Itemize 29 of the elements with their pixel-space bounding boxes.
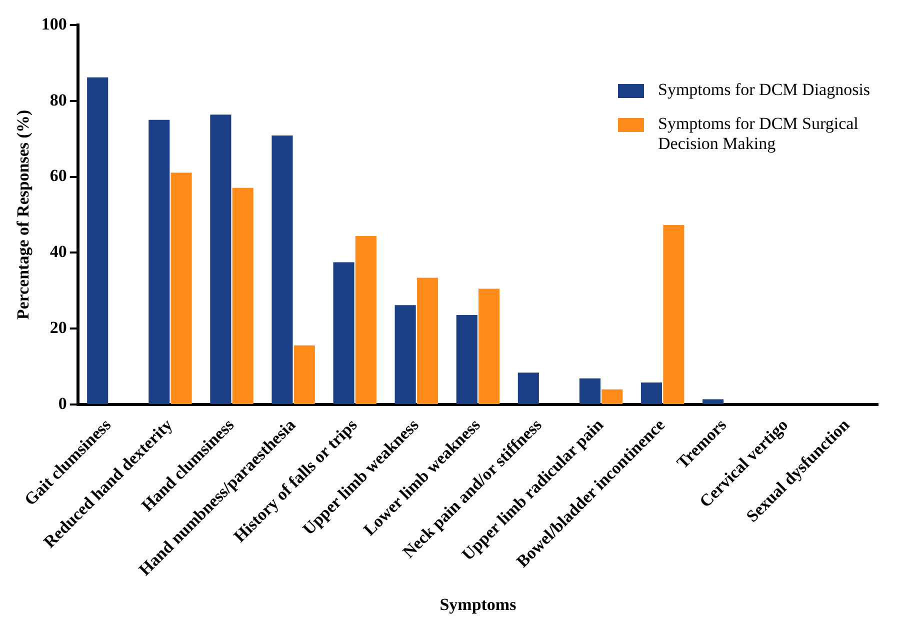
bar — [416, 278, 438, 404]
bar — [394, 305, 416, 404]
legend-label: Symptoms for DCM Surgical Decision Making — [658, 114, 860, 154]
legend-label: Symptoms for DCM Diagnosis — [658, 80, 870, 100]
y-axis-title: Percentage of Responses (%) — [14, 110, 33, 320]
x-axis-title: Symptoms — [440, 595, 517, 614]
bar — [579, 378, 600, 404]
bar — [232, 188, 254, 404]
y-tick-label: 100 — [41, 14, 67, 34]
y-tick-label: 60 — [50, 166, 67, 186]
bar — [148, 120, 170, 404]
bar — [210, 114, 232, 404]
y-tick-label: 80 — [50, 90, 67, 110]
y-tick-label: 20 — [50, 318, 67, 338]
bar — [333, 262, 354, 404]
bar — [87, 77, 108, 404]
bar — [456, 314, 478, 404]
y-tick-label: 0 — [58, 394, 67, 413]
y-tick-label: 40 — [50, 242, 67, 262]
bar — [702, 399, 724, 404]
bar — [355, 236, 376, 404]
bar — [640, 382, 662, 404]
bar — [272, 135, 293, 404]
bar — [170, 172, 192, 404]
bar — [602, 389, 623, 404]
bar — [663, 225, 684, 404]
bar — [478, 288, 500, 404]
bar — [518, 372, 539, 404]
bar — [294, 345, 315, 404]
